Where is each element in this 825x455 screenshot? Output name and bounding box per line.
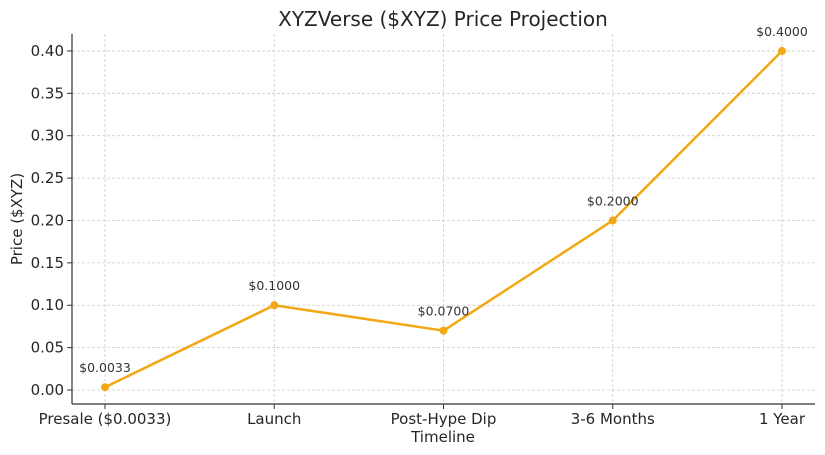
price-point <box>101 383 109 392</box>
x-tick-label: Launch <box>247 410 301 428</box>
x-tick-label: Presale ($0.0033) <box>39 410 172 428</box>
data-label: $0.1000 <box>248 278 300 293</box>
y-tick-label: 0.25 <box>31 169 64 187</box>
y-tick-label: 0.30 <box>31 127 64 145</box>
x-tick-label: 1 Year <box>759 410 806 428</box>
data-label: $0.0700 <box>418 304 470 319</box>
x-axis-label: Timeline <box>410 428 475 446</box>
price-point <box>439 326 448 335</box>
data-label: $0.4000 <box>756 24 808 39</box>
y-tick-label: 0.20 <box>31 211 64 229</box>
y-tick-label: 0.40 <box>31 42 64 60</box>
y-tick-label: 0.05 <box>31 339 64 357</box>
price-point <box>270 301 279 310</box>
y-axis-label: Price ($XYZ) <box>8 173 26 265</box>
price-series <box>101 46 786 392</box>
data-label: $0.0033 <box>79 360 131 375</box>
y-tick-label: 0.15 <box>31 254 64 272</box>
data-label: $0.2000 <box>587 193 639 208</box>
x-tick-label: 3-6 Months <box>571 410 655 428</box>
chart-title: XYZVerse ($XYZ) Price Projection <box>278 7 608 31</box>
tick-labels: 0.00 0.05 0.10 0.15 0.20 0.25 0.30 0.35 0.40 Pres… <box>31 42 806 428</box>
data-labels: $0.0033 $0.1000 $0.0700 $0.2000 $0.4000 <box>79 24 808 375</box>
price-point <box>778 46 786 55</box>
y-tick-label: 0.35 <box>31 84 64 102</box>
y-tick-label: 0.00 <box>31 381 64 399</box>
price-point <box>608 216 617 225</box>
x-tick-label: Post-Hype Dip <box>391 410 497 428</box>
y-tick-label: 0.10 <box>31 296 64 314</box>
